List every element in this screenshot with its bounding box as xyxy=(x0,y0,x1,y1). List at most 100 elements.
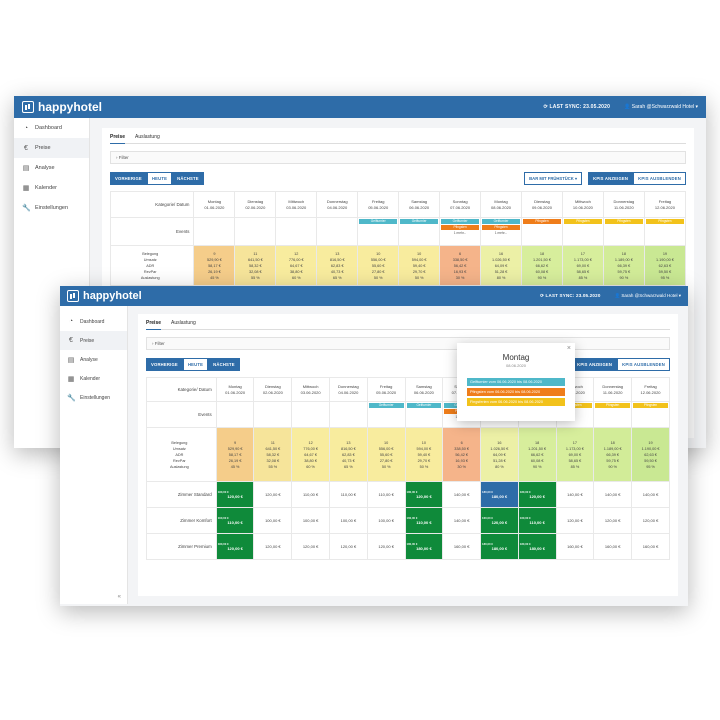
sidebar-item-einstellungen[interactable]: 🔧 Einstellungen xyxy=(14,198,89,218)
price-cell[interactable]: 120,00 € xyxy=(253,533,293,560)
date-header-cell[interactable]: Freitag 05.06.2020 xyxy=(366,377,406,402)
event-badge[interactable]: Gelfturnier xyxy=(359,219,398,224)
nav-previous-button[interactable]: VORHERIGE xyxy=(146,358,183,371)
date-header-cell[interactable]: Montag 01.06.2020 xyxy=(193,191,236,218)
price-cell[interactable]: 160,00 €110,00 € xyxy=(517,507,557,534)
price-cell[interactable]: 160,00 € xyxy=(442,533,482,560)
tab-preise[interactable]: Preise xyxy=(146,320,162,330)
price-cell[interactable]: 180,00 €120,00 € xyxy=(215,533,255,560)
hide-kpis-button[interactable]: KPIS AUSBLENDEN xyxy=(633,172,686,185)
close-icon[interactable]: × xyxy=(566,345,571,352)
tab-auslastung[interactable]: Auslastung xyxy=(135,134,160,140)
show-kpis-button[interactable]: KPIS ANZEIGEN xyxy=(588,172,634,185)
price-cell[interactable]: 120,00 € xyxy=(328,533,368,560)
price-cell[interactable]: 140,00 € xyxy=(442,481,482,508)
date-header-cell[interactable]: Donnerstag 11.06.2020 xyxy=(602,191,645,218)
event-badge[interactable]: Gelfturnier xyxy=(482,219,520,224)
price-cell[interactable]: 120,00 € xyxy=(593,507,633,534)
price-cell[interactable]: 140,00 € xyxy=(593,481,633,508)
tab-auslastung[interactable]: Auslastung xyxy=(171,320,196,326)
date-header-cell[interactable]: Dienstag 02.06.2020 xyxy=(253,377,293,402)
popup-event-item[interactable]: Pfingsten vom 06.06.2020 bis 08.06.2020 xyxy=(467,388,565,396)
sidebar-item-analyse[interactable]: ▤ Analyse xyxy=(14,158,89,178)
price-cell[interactable]: 180,00 €180,00 € xyxy=(480,533,519,560)
sidebar-item-analyse[interactable]: ▤ Analyse xyxy=(60,350,127,369)
price-cell[interactable]: 160,00 €110,00 € xyxy=(215,507,255,534)
hide-kpis-button[interactable]: KPIS AUSBLENDEN xyxy=(617,358,670,371)
price-cell[interactable]: 160,00 € xyxy=(593,533,633,560)
filter-toggle[interactable]: › Filter xyxy=(146,337,670,350)
price-cell[interactable]: 180,00 €120,00 € xyxy=(215,481,255,508)
price-cell[interactable]: 180,00 €180,00 € xyxy=(404,533,444,560)
sidebar-item-preise[interactable]: € Preise xyxy=(60,331,127,350)
price-cell[interactable]: 180,00 €180,00 € xyxy=(517,533,557,560)
date-header-cell[interactable]: Freitag 12.06.2020 xyxy=(643,191,687,218)
price-cell[interactable]: 120,00 € xyxy=(631,507,670,534)
event-badge[interactable]: Pfingsten xyxy=(595,403,631,408)
price-cell[interactable]: 120,00 € xyxy=(291,533,330,560)
more-events-link[interactable]: 1 mehr... xyxy=(494,231,508,235)
show-kpis-button[interactable]: KPIS ANZEIGEN xyxy=(572,358,618,371)
date-header-cell[interactable]: Mittwoch 03.06.2020 xyxy=(275,191,318,218)
event-badge[interactable]: Pfingsten xyxy=(441,225,480,230)
price-cell[interactable]: 160,00 € xyxy=(631,533,670,560)
nav-next-button[interactable]: NÄCHSTE xyxy=(172,172,204,185)
price-cell[interactable]: 180,00 €120,00 € xyxy=(517,481,557,508)
user-menu[interactable]: 👤 Sarah @Schwarzwald Hotel ▾ xyxy=(614,293,681,298)
event-badge[interactable]: Gelfturnier xyxy=(441,219,480,224)
nav-today-button[interactable]: HEUTE xyxy=(182,358,209,371)
rate-plan-dropdown[interactable]: BAR MIT FRÜHSTÜCK ▾ xyxy=(524,172,583,185)
event-badge[interactable]: Pfingsten xyxy=(482,225,520,230)
popup-event-item[interactable]: Fingsferien vom 06.06.2020 bis 08.06.202… xyxy=(467,398,565,406)
app-logo[interactable]: happyhotel xyxy=(22,100,102,114)
nav-today-button[interactable]: HEUTE xyxy=(146,172,173,185)
price-cell[interactable]: 110,00 € xyxy=(328,481,368,508)
price-cell[interactable]: 110,00 € xyxy=(366,481,406,508)
date-header-cell[interactable]: Donnerstag 04.06.2020 xyxy=(316,191,359,218)
tab-preise[interactable]: Preise xyxy=(110,134,126,144)
more-events-link[interactable]: 1 mehr... xyxy=(453,231,467,235)
price-cell[interactable]: 140,00 € xyxy=(442,507,482,534)
date-header-cell[interactable]: Freitag 12.06.2020 xyxy=(631,377,670,402)
user-menu[interactable]: 👤 Sarah @Schwarzwald Hotel ▾ xyxy=(624,104,698,110)
price-cell[interactable]: 140,00 € xyxy=(555,481,595,508)
filter-toggle[interactable]: › Filter xyxy=(110,151,686,164)
app-logo[interactable]: happyhotel xyxy=(67,290,142,302)
date-header-cell[interactable]: Dienstag 02.06.2020 xyxy=(234,191,277,218)
sidebar-item-kalender[interactable]: ▦ Kalender xyxy=(60,369,127,388)
event-badge[interactable]: Gelfturnier xyxy=(406,403,442,408)
price-cell[interactable]: 120,00 € xyxy=(253,481,293,508)
event-badge[interactable]: Pfingsten xyxy=(645,219,684,224)
price-cell[interactable]: 100,00 € xyxy=(366,507,406,534)
price-cell[interactable]: 160,00 €120,00 € xyxy=(480,507,519,534)
price-cell[interactable]: 180,00 €180,00 € xyxy=(480,481,519,508)
collapse-sidebar-button[interactable]: « xyxy=(117,594,121,600)
price-cell[interactable]: 120,00 € xyxy=(555,507,595,534)
price-cell[interactable]: 110,00 € xyxy=(291,481,330,508)
price-cell[interactable]: 180,00 €120,00 € xyxy=(404,481,444,508)
event-badge[interactable]: Pfingsten xyxy=(604,219,643,224)
popup-event-item[interactable]: Gelfturnier vom 06.06.2020 bis 08.06.202… xyxy=(467,378,565,386)
nav-next-button[interactable]: NÄCHSTE xyxy=(208,358,240,371)
date-header-cell[interactable]: Freitag 05.06.2020 xyxy=(357,191,400,218)
date-header-cell[interactable]: Montag 01.06.2020 xyxy=(215,377,255,402)
sidebar-item-dashboard[interactable]: ◔ Dashboard xyxy=(14,118,89,138)
date-header-cell[interactable]: Donnerstag 11.06.2020 xyxy=(593,377,633,402)
price-cell[interactable]: 120,00 € xyxy=(366,533,406,560)
sidebar-item-kalender[interactable]: ▦ Kalender xyxy=(14,178,89,198)
event-badge[interactable]: Pfingsten xyxy=(563,219,602,224)
date-header-cell[interactable]: Samstag 06.06.2020 xyxy=(398,191,441,218)
price-cell[interactable]: 160,00 €110,00 € xyxy=(404,507,444,534)
price-cell[interactable]: 160,00 € xyxy=(555,533,595,560)
event-badge[interactable]: Gelfturnier xyxy=(368,403,404,408)
sidebar-item-einstellungen[interactable]: 🔧 Einstellungen xyxy=(60,388,127,407)
event-badge[interactable]: Gelfturnier xyxy=(400,219,439,224)
event-badge[interactable]: Pfingsten xyxy=(523,219,561,224)
price-cell[interactable]: 100,00 € xyxy=(253,507,293,534)
nav-previous-button[interactable]: VORHERIGE xyxy=(110,172,147,185)
date-header-cell[interactable]: Mittwoch 03.06.2020 xyxy=(291,377,330,402)
